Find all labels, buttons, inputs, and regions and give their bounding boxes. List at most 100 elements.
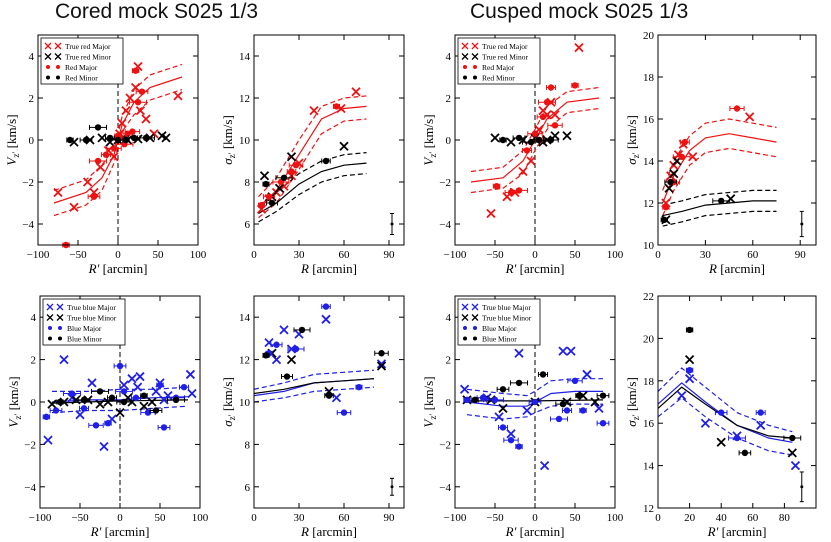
data-point-dot-2 — [551, 122, 559, 129]
data-point-dot-3 — [599, 392, 607, 399]
legend-marker — [461, 53, 469, 60]
data-point-x-1 — [498, 403, 508, 413]
x-tick-label: −50 — [71, 512, 89, 524]
data-point-x-0 — [69, 202, 79, 212]
x-axis-label: R′ [arcmin] — [88, 261, 148, 276]
data-point-x-1 — [669, 168, 679, 179]
legend-marker — [473, 326, 477, 330]
data-point-dot-3 — [515, 379, 523, 387]
data-point-dot-3 — [499, 136, 507, 144]
data-point-dot-2 — [138, 88, 146, 95]
data-point-dot-2 — [160, 424, 168, 431]
legend-marker — [54, 42, 62, 50]
data-point-x-0 — [582, 369, 592, 380]
data-point-x-1 — [47, 399, 57, 409]
legend-label: Red Major — [482, 63, 515, 72]
y-tick-label: 18 — [643, 72, 655, 84]
data-point-x-0 — [135, 371, 145, 382]
data-point-x-0 — [151, 386, 161, 397]
data-point-dot-3 — [172, 396, 180, 404]
data-point-dot-3 — [298, 326, 306, 334]
x-tick-label: 0 — [532, 512, 538, 524]
data-point-x-1 — [97, 133, 107, 143]
y-tick-label: 8 — [245, 439, 251, 451]
data-point-dot-2 — [288, 168, 295, 175]
data-point-dot-2 — [733, 105, 741, 112]
legend-marker — [56, 75, 60, 80]
legend-label: True red Major — [482, 42, 528, 51]
data-point-x-1 — [787, 448, 797, 458]
legend-marker — [461, 42, 469, 50]
y-tick-label: 14 — [643, 156, 655, 168]
data-point-dot-2 — [94, 157, 102, 165]
y-axis-label: Vz′ [km/s] — [4, 114, 21, 165]
data-point-dot-2 — [116, 362, 124, 370]
data-point-dot-2 — [68, 390, 76, 397]
typical-errorbar-point — [390, 222, 394, 226]
axes-frame — [253, 295, 405, 509]
data-point-x-1 — [339, 141, 349, 151]
legend-label: Blue Minor — [67, 335, 102, 344]
data-point-dot-2 — [507, 436, 515, 444]
legend-label: True blue Minor — [482, 314, 532, 323]
data-point-x-0 — [141, 114, 151, 124]
data-point-dot-2 — [92, 422, 100, 429]
legend-marker — [461, 314, 469, 321]
data-point-dot-3 — [789, 434, 796, 442]
data-point-x-0 — [127, 374, 137, 384]
data-point-dot-3 — [122, 136, 130, 144]
panel-cored-blue-sigma: 0 30 60 90 6 8 10 12 14 R [arcmin] σz′ [km/s] — [220, 295, 405, 539]
legend-label: Red Minor — [482, 74, 515, 83]
model-curve-4 — [662, 189, 777, 206]
model-curve-1 — [662, 118, 777, 191]
data-point-dot-3 — [262, 352, 270, 359]
y-tick-label: 12 — [643, 198, 654, 210]
data-point-dot-3 — [667, 178, 674, 186]
data-point-dot-2 — [531, 130, 539, 137]
data-point-dot-2 — [757, 409, 764, 416]
data-point-dot-2 — [258, 201, 265, 209]
y-tick-label: −2 — [439, 439, 451, 451]
data-point-dot-3 — [152, 407, 160, 414]
legend-marker — [44, 42, 52, 50]
data-point-dot-2 — [80, 405, 88, 412]
model-curve-2 — [253, 386, 375, 403]
data-point-dot-3 — [741, 449, 749, 457]
legend-label: True blue Major — [67, 303, 116, 312]
legend-marker — [58, 336, 62, 341]
x-axis-label: R [arcmin] — [300, 524, 357, 539]
typical-errorbar-point — [800, 485, 804, 489]
x-tick-label: 60 — [747, 512, 759, 524]
y-tick-label: 4 — [31, 312, 37, 324]
y-tick-label: 4 — [446, 51, 452, 63]
data-point-x-0 — [43, 435, 53, 445]
data-point-dot-2 — [491, 396, 499, 404]
data-point-dot-2 — [718, 409, 725, 416]
legend-marker — [471, 53, 479, 60]
y-tick-label: −4 — [439, 219, 451, 231]
data-point-x-1 — [506, 137, 516, 147]
data-point-dot-2 — [686, 367, 693, 374]
data-point-dot-2 — [273, 341, 280, 348]
data-point-x-0 — [109, 152, 119, 162]
y-tick-label: 10 — [239, 397, 251, 409]
data-point-x-1 — [147, 397, 157, 407]
y-tick-label: 14 — [643, 461, 655, 473]
legend-box — [457, 298, 541, 346]
x-tick-label: 0 — [655, 249, 661, 261]
y-tick-label: 16 — [643, 418, 655, 430]
data-point-x-0 — [264, 338, 274, 348]
y-tick-label: 14 — [239, 51, 251, 63]
legend-marker — [46, 65, 50, 69]
x-tick-label: 0 — [117, 512, 123, 524]
axes-frame — [253, 34, 405, 246]
data-point-dot-3 — [120, 398, 128, 406]
legend-marker — [463, 65, 467, 69]
panel-cusped-red-V: −100 −50 0 50 100 −4 −2 0 2 4 R′ [arcmin] Vz′ [km/s… — [421, 34, 624, 276]
model-curve-0 — [662, 133, 777, 204]
model-curve-1 — [657, 367, 793, 433]
legend-marker — [473, 75, 477, 80]
data-point-dot-2 — [333, 103, 340, 110]
typical-errorbar-point — [800, 222, 804, 226]
